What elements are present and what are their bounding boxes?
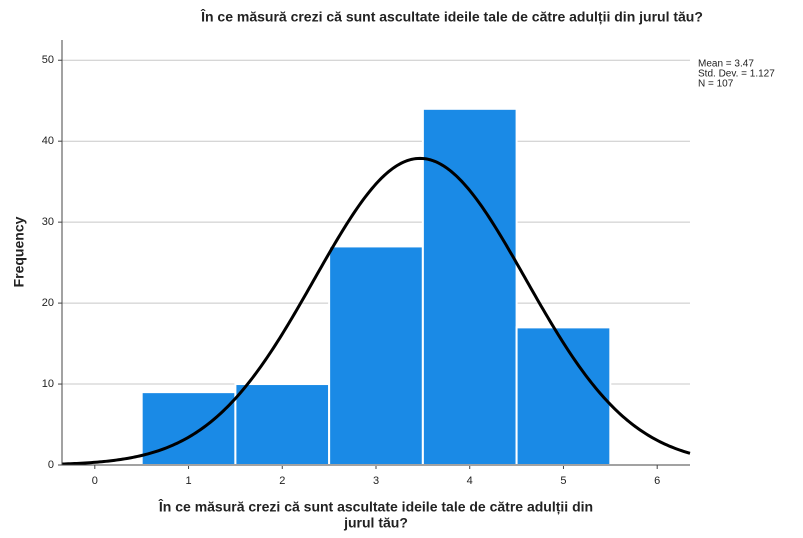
stat-label: Std. Dev. = 1.127 (698, 69, 775, 80)
y-axis-label: Frequency (11, 216, 27, 287)
bar (328, 245, 424, 466)
x-tick-label: 4 (467, 475, 473, 487)
y-tick-label: 30 (42, 216, 54, 228)
x-axis-label: În ce măsură crezi că sunt ascultate ide… (158, 498, 593, 515)
y-tick-label: 50 (42, 54, 54, 66)
chart-title: În ce măsură crezi că sunt ascultate ide… (200, 8, 703, 25)
normal-curve (61, 156, 691, 466)
stat-label: N = 107 (698, 79, 734, 90)
bar (234, 383, 331, 466)
x-tick-label: 1 (185, 475, 191, 487)
x-tick-label: 0 (92, 475, 98, 487)
bar (140, 391, 237, 466)
y-tick-label: 20 (42, 297, 54, 309)
y-tick-label: 40 (42, 135, 54, 147)
x-axis-label: jurul tău? (343, 515, 408, 531)
x-tick-label: 5 (560, 475, 566, 487)
stat-label: Mean = 3.47 (698, 59, 754, 70)
x-tick-label: 6 (654, 475, 660, 487)
y-tick-label: 0 (48, 459, 54, 471)
x-tick-label: 3 (373, 475, 379, 487)
y-tick-label: 10 (42, 378, 54, 390)
bar (515, 326, 612, 466)
bar (421, 107, 518, 467)
x-tick-label: 2 (279, 475, 285, 487)
